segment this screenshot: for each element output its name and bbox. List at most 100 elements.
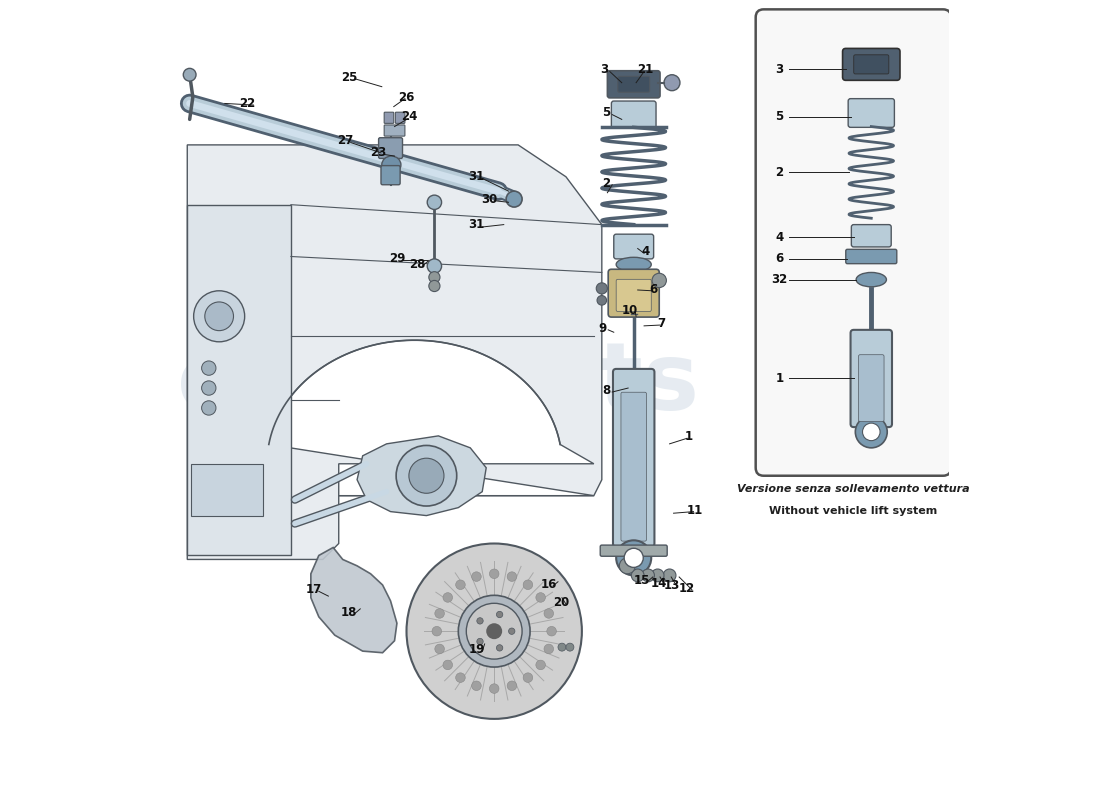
Text: 25: 25: [341, 70, 358, 84]
Circle shape: [201, 361, 216, 375]
Circle shape: [652, 274, 667, 287]
Circle shape: [194, 290, 244, 342]
Circle shape: [565, 643, 574, 651]
Circle shape: [624, 548, 644, 567]
Circle shape: [490, 569, 499, 578]
Ellipse shape: [382, 156, 400, 174]
FancyBboxPatch shape: [613, 369, 654, 546]
Text: Versione senza sollevamento vettura: Versione senza sollevamento vettura: [737, 484, 970, 494]
Text: 15: 15: [634, 574, 650, 586]
Text: 29: 29: [388, 252, 405, 266]
Circle shape: [432, 626, 441, 636]
FancyBboxPatch shape: [614, 234, 653, 259]
Circle shape: [201, 381, 216, 395]
Circle shape: [443, 593, 452, 602]
Circle shape: [427, 195, 441, 210]
Circle shape: [443, 660, 452, 670]
Circle shape: [407, 543, 582, 719]
Text: 26: 26: [398, 90, 415, 103]
FancyBboxPatch shape: [612, 101, 656, 128]
Circle shape: [184, 68, 196, 81]
Text: 2: 2: [603, 177, 611, 190]
Text: 24: 24: [400, 110, 417, 123]
Text: a passion for parts since 1985: a passion for parts since 1985: [322, 440, 554, 455]
Circle shape: [507, 572, 517, 582]
Polygon shape: [358, 436, 486, 515]
Text: 14: 14: [651, 577, 668, 590]
Text: 19: 19: [469, 643, 485, 656]
Circle shape: [536, 593, 546, 602]
Circle shape: [201, 401, 216, 415]
FancyBboxPatch shape: [756, 10, 952, 476]
Circle shape: [616, 540, 651, 575]
Circle shape: [619, 558, 636, 574]
FancyBboxPatch shape: [607, 70, 660, 98]
Polygon shape: [311, 547, 397, 653]
FancyBboxPatch shape: [846, 250, 896, 264]
Text: 1: 1: [776, 372, 783, 385]
Circle shape: [496, 645, 503, 651]
Text: europarts: europarts: [177, 338, 700, 430]
Circle shape: [434, 609, 444, 618]
FancyBboxPatch shape: [621, 392, 647, 541]
Ellipse shape: [856, 273, 887, 286]
Text: 5: 5: [603, 106, 611, 119]
Text: 3: 3: [601, 63, 608, 77]
Text: 21: 21: [638, 63, 653, 77]
Text: 6: 6: [776, 252, 783, 266]
Text: 16: 16: [540, 578, 557, 590]
FancyBboxPatch shape: [378, 138, 403, 158]
Circle shape: [476, 618, 483, 624]
Circle shape: [496, 611, 503, 618]
Circle shape: [409, 458, 444, 494]
FancyBboxPatch shape: [848, 98, 894, 127]
Text: 11: 11: [688, 503, 703, 517]
Text: 4: 4: [641, 246, 650, 258]
Circle shape: [466, 603, 522, 659]
Text: 31: 31: [469, 170, 485, 183]
Circle shape: [651, 569, 664, 582]
Circle shape: [472, 572, 481, 582]
FancyBboxPatch shape: [608, 270, 659, 317]
Text: 7: 7: [658, 317, 666, 330]
Circle shape: [459, 595, 530, 667]
Circle shape: [536, 660, 546, 670]
Text: 5: 5: [776, 110, 783, 123]
Text: 28: 28: [409, 258, 425, 271]
FancyBboxPatch shape: [384, 125, 405, 136]
Text: 18: 18: [341, 606, 358, 618]
Circle shape: [396, 446, 456, 506]
Circle shape: [427, 259, 441, 274]
FancyBboxPatch shape: [395, 112, 405, 123]
Polygon shape: [268, 340, 594, 496]
Text: 9: 9: [598, 322, 607, 334]
Text: 8: 8: [603, 384, 611, 397]
Text: 12: 12: [679, 582, 695, 594]
Circle shape: [429, 272, 440, 283]
Circle shape: [486, 623, 503, 639]
FancyBboxPatch shape: [616, 279, 651, 311]
Circle shape: [455, 580, 465, 590]
Text: 1: 1: [684, 430, 693, 443]
FancyBboxPatch shape: [858, 354, 884, 422]
FancyBboxPatch shape: [601, 545, 668, 556]
Text: 27: 27: [337, 134, 353, 146]
Circle shape: [544, 644, 553, 654]
Polygon shape: [187, 205, 290, 555]
Circle shape: [664, 74, 680, 90]
Text: 3: 3: [776, 62, 783, 76]
Circle shape: [508, 628, 515, 634]
Circle shape: [429, 281, 440, 291]
Polygon shape: [187, 145, 602, 559]
FancyBboxPatch shape: [384, 112, 394, 123]
Circle shape: [524, 673, 532, 682]
Text: 20: 20: [553, 596, 570, 609]
Circle shape: [663, 569, 676, 582]
Circle shape: [596, 283, 607, 294]
Circle shape: [631, 569, 645, 582]
Text: 30: 30: [482, 193, 497, 206]
Circle shape: [641, 569, 654, 582]
Circle shape: [856, 416, 888, 448]
Circle shape: [205, 302, 233, 330]
Circle shape: [544, 609, 553, 618]
